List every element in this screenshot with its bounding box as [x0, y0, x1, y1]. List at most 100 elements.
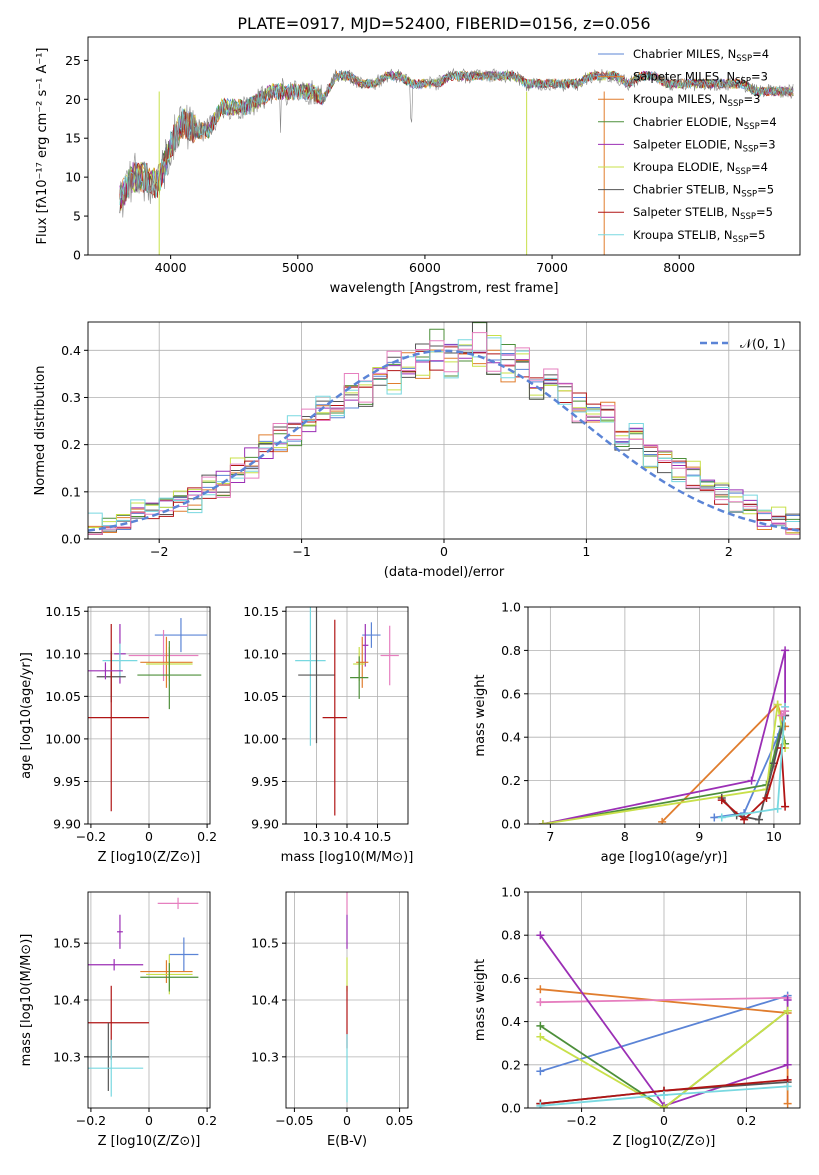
x-tick-label: 8000 — [663, 260, 695, 275]
weight-line — [542, 726, 786, 824]
weight-line — [542, 704, 786, 824]
y-tick-label: 20 — [65, 92, 81, 107]
weight-line — [539, 1010, 789, 1108]
mass-weight-vs-age-panel: 7 8 9 10 0.0 0.2 0.4 0.6 0.8 1.0 age [log10(age/yr… — [473, 600, 801, 865]
y-tick-label: 10.05 — [243, 689, 279, 704]
weight-marker — [658, 817, 667, 824]
y-tick-label: 10.4 — [53, 993, 81, 1008]
y-tick-label: 15 — [65, 131, 81, 146]
legend-subscript: SSP — [728, 99, 744, 109]
y-tick-label: 0.8 — [501, 643, 521, 658]
figure-title: PLATE=0917, MJD=52400, FIBERID=0156, z=0… — [237, 14, 650, 33]
x-tick-label: 10.4 — [333, 829, 361, 844]
y-tick-label: 5 — [73, 209, 81, 224]
spectrum-line — [119, 70, 794, 200]
weight-marker — [773, 700, 782, 709]
legend: Chabrier MILES, NSSP=4 Salpeter MILES, NS… — [598, 47, 777, 245]
x-tick-label: 0 — [145, 1113, 153, 1128]
y-tick-label: 9.90 — [251, 817, 279, 832]
y-tick-label: 9.95 — [251, 774, 279, 789]
x-tick-label: −0.2 — [76, 829, 106, 844]
legend-value: =5 — [756, 205, 773, 219]
weight-marker — [783, 1006, 792, 1015]
legend-subscript: SSP — [735, 167, 751, 177]
weight-marker — [783, 1082, 792, 1091]
y-tick-label: 0.4 — [61, 343, 81, 358]
y-tick-label: 10.15 — [45, 604, 81, 619]
weight-marker — [781, 707, 790, 716]
x-tick-label: 6000 — [409, 260, 441, 275]
y-tick-label: 0.1 — [61, 484, 81, 499]
y-tick-label: 10.00 — [243, 731, 279, 746]
legend-subscript: SSP — [744, 122, 760, 132]
y-axis-label: age [log10(age/yr)] — [19, 652, 34, 779]
weight-marker — [536, 998, 545, 1007]
y-axis-label: Flux [fλ10⁻¹⁷ erg cm⁻² s⁻¹ A⁻¹] — [35, 48, 50, 245]
legend-subscript: SSP — [740, 212, 756, 222]
gaussian-curve — [88, 349, 800, 532]
spectrum-line — [119, 70, 794, 197]
y-tick-label: 1.0 — [501, 600, 521, 615]
x-tick-label: 0.05 — [386, 1113, 414, 1128]
legend-subscript: SSP — [733, 235, 749, 245]
age-vs-mass-panel: 10.3 10.4 10.5 9.90 9.95 10.00 10.05 10.10 10.15… — [243, 604, 414, 865]
y-axis-label: mass [log10(M/M⊙)] — [19, 934, 34, 1067]
plot-area — [295, 607, 399, 816]
y-tick-label: 0.4 — [501, 730, 521, 745]
weight-marker — [773, 804, 782, 813]
plot-area — [88, 618, 208, 812]
weight-line — [540, 996, 788, 1004]
x-axis-label: age [log10(age/yr)] — [601, 850, 728, 865]
residual-histogram-panel: −2 −1 0 1 2 0.0 0.1 0.2 0.3 0.4 (data-model)/error… — [33, 321, 801, 580]
x-tick-label: 0 — [145, 829, 153, 844]
legend-value: =3 — [743, 92, 760, 106]
plot-area — [119, 67, 794, 255]
weight-marker — [740, 815, 749, 824]
y-tick-label: 10.10 — [45, 646, 81, 661]
y-tick-label: 0.2 — [501, 773, 521, 788]
x-axis-label: mass [log10(M/M⊙)] — [281, 850, 414, 865]
legend-label: Chabrier ELODIE, NSSP=4 — [633, 115, 777, 132]
x-axis-label: Z [log10(Z/Z⊙)] — [98, 1134, 201, 1149]
legend-value: =3 — [751, 70, 768, 84]
weight-marker — [660, 1091, 668, 1100]
weight-marker — [781, 646, 790, 655]
weight-marker — [536, 931, 545, 940]
x-tick-label: 0.2 — [197, 829, 217, 844]
y-tick-label: 0.4 — [501, 1014, 521, 1029]
x-tick-label: 10.3 — [303, 829, 331, 844]
legend-label: Kroupa ELODIE, NSSP=4 — [633, 160, 768, 177]
y-axis-label: mass weight — [473, 674, 488, 756]
weight-marker — [783, 996, 792, 1004]
x-tick-label: −1 — [292, 544, 310, 559]
x-tick-label: 4000 — [155, 260, 187, 275]
y-tick-label: 9.95 — [53, 774, 81, 789]
weight-marker — [710, 813, 719, 822]
x-tick-label: 7 — [546, 829, 554, 844]
x-tick-label: −0.05 — [275, 1113, 313, 1128]
x-tick-label: 7000 — [536, 260, 568, 275]
x-tick-label: 0.2 — [197, 1113, 217, 1128]
weight-marker — [536, 1067, 545, 1076]
y-tick-label: 10.5 — [53, 936, 81, 951]
y-tick-label: 0 — [73, 248, 81, 263]
weight-marker — [755, 815, 764, 824]
plot-area — [538, 646, 790, 824]
x-axis-label: wavelength [Angstrom, rest frame] — [330, 281, 559, 296]
y-tick-label: 0.0 — [501, 1101, 521, 1116]
legend-subscript: SSP — [741, 190, 757, 200]
axes-frame — [527, 606, 801, 825]
weight-marker — [536, 1101, 545, 1108]
x-tick-label: 0 — [440, 544, 448, 559]
x-axis-label: (data-model)/error — [384, 565, 505, 580]
y-tick-label: 10.15 — [243, 604, 279, 619]
plot-area — [88, 897, 199, 1097]
spectrum-line — [119, 67, 794, 218]
y-tick-label: 0.0 — [61, 532, 81, 547]
y-tick-label: 0.6 — [501, 971, 521, 986]
y-tick-label: 10.00 — [45, 731, 81, 746]
spectrum-panel: 4000 5000 6000 7000 8000 0 5 10 15 20 25 wavelength… — [35, 36, 801, 296]
y-tick-label: 0.0 — [501, 817, 521, 832]
x-tick-label: 5000 — [282, 260, 314, 275]
